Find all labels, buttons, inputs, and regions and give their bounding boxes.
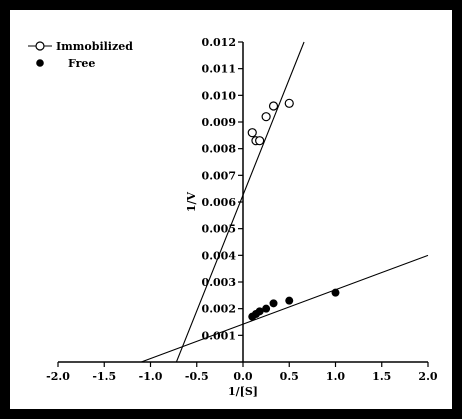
lineweaver-burk-plot: -2.0 -1.5 -1.0 -0.5 0.0 0.5 1.0 1.5 2.0 0.0010.0… [28, 36, 438, 398]
free-point [269, 299, 278, 308]
immobilized-point [268, 101, 279, 111]
y-tick-label: 0.004 [202, 249, 237, 262]
x-axis-ticks: -2.0 -1.5 -1.0 -0.5 0.0 0.5 1.0 1.5 2.0 [46, 362, 438, 383]
data-points [247, 98, 340, 321]
y-tick-label: 0.010 [202, 89, 237, 102]
y-tick-label: 0.003 [202, 276, 236, 289]
legend-label: Free [68, 57, 95, 70]
free-point [285, 296, 294, 305]
y-tick-label: 0.008 [202, 143, 237, 156]
fit-line [141, 254, 429, 362]
legend-marker-filled [36, 59, 44, 67]
free-point [255, 307, 264, 316]
free-point [331, 288, 340, 297]
y-tick-label: 0.012 [202, 36, 236, 49]
x-tick-label: -2.0 [46, 370, 70, 383]
x-tick-label: 1.5 [372, 370, 391, 383]
x-tick-label: 2.0 [418, 370, 437, 383]
immobilized-point [247, 128, 257, 138]
free-point [262, 304, 271, 313]
legend-label: Immobilized [56, 40, 133, 53]
y-tick-label: 0.001 [202, 329, 236, 342]
y-axis-label: 1/V [185, 191, 198, 212]
y-tick-label: 0.006 [202, 196, 237, 209]
y-tick-label: 0.002 [202, 303, 236, 316]
chart-panel: -2.0 -1.5 -1.0 -0.5 0.0 0.5 1.0 1.5 2.0 0.001 0.0… [10, 10, 452, 409]
immobilized-point [255, 136, 265, 146]
y-tick-label: 0.005 [202, 223, 236, 236]
x-tick-label: 0.0 [233, 370, 252, 383]
y-tick-label: 0.007 [202, 169, 236, 182]
legend-marker-open [35, 41, 45, 51]
immobilized-point [261, 112, 271, 122]
x-tick-label: -1.0 [139, 370, 163, 383]
x-tick-label: 0.5 [280, 370, 299, 383]
y-axis-ticks: 0.001 0.002 0.003 0.004 0.005 0.006 0.007 0.008… [202, 36, 243, 342]
immobilized-point [284, 98, 294, 108]
legend: Immobilized Free [28, 40, 133, 70]
x-tick-label: -0.5 [185, 370, 209, 383]
x-tick-label: -1.5 [92, 370, 116, 383]
y-tick-label: 0.011 [202, 63, 236, 76]
x-axis-label: 1/[S] [228, 385, 258, 398]
x-tick-label: 1.0 [326, 370, 345, 383]
y-tick-label: 0.009 [202, 116, 236, 129]
